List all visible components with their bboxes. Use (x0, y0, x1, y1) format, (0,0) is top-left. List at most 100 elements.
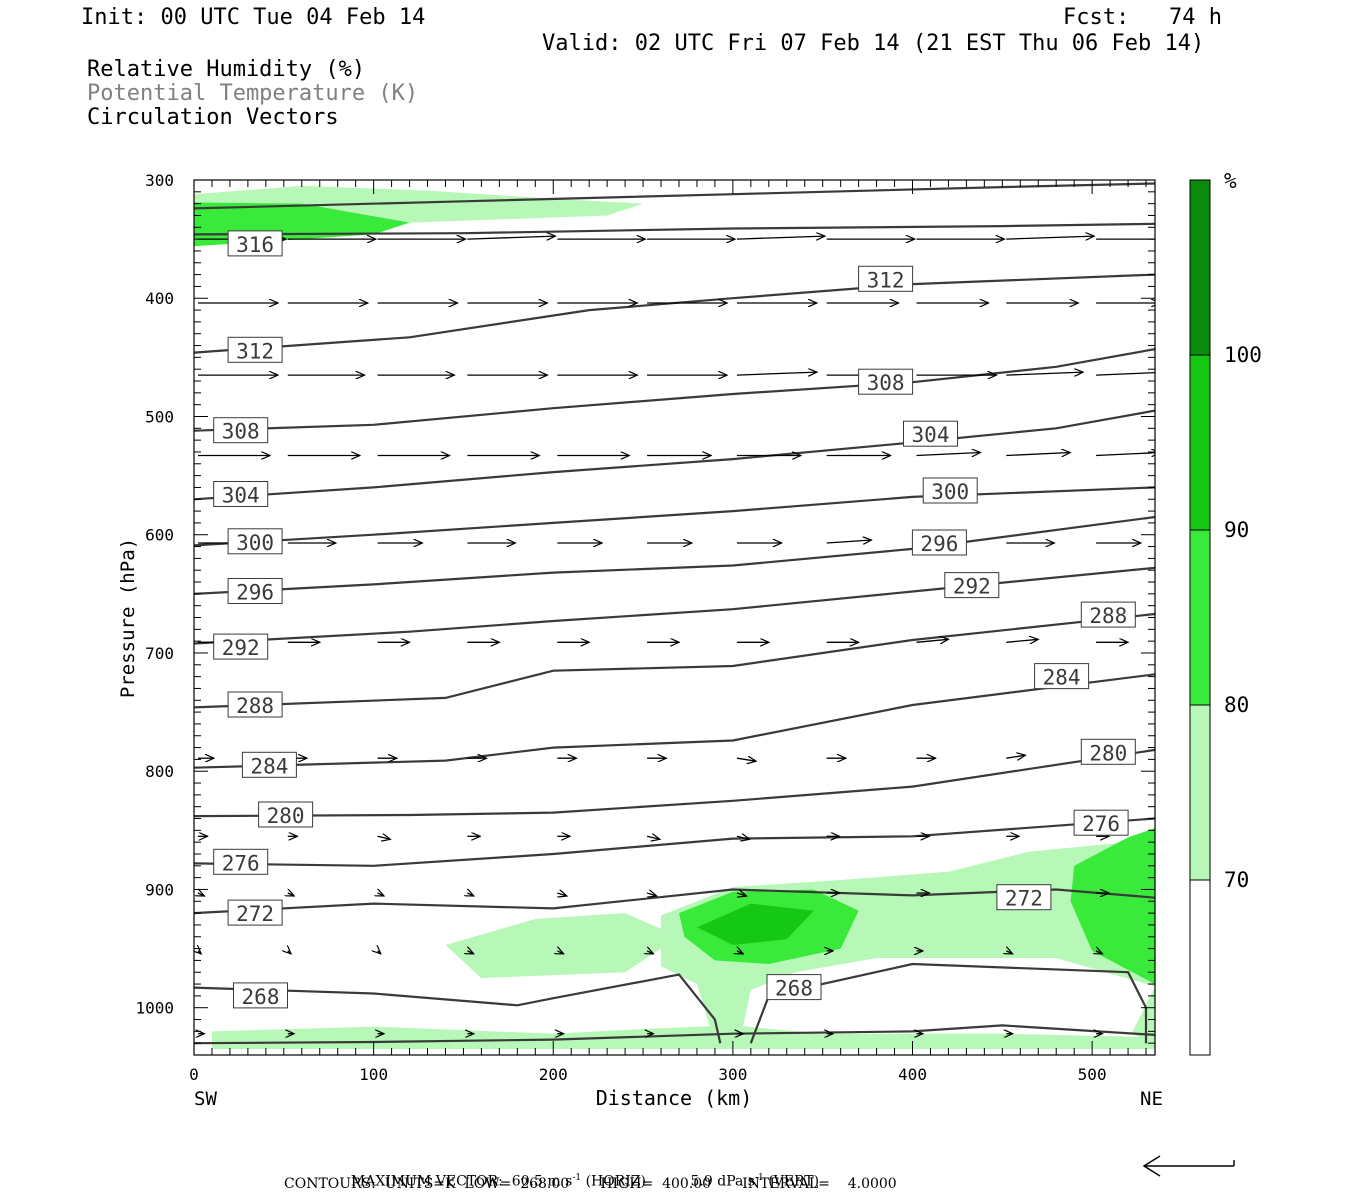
potential-temperature-contours (194, 182, 1155, 1045)
rh-region-5 (697, 903, 814, 945)
colorbar-swatch (1189, 529, 1211, 706)
contour-label-284: 284 (250, 754, 288, 778)
x-tick-label: 100 (359, 1065, 388, 1084)
contour-label-box (1080, 738, 1136, 765)
contour-label-box (227, 528, 283, 555)
circulation-vector (916, 453, 981, 456)
contour-label-276: 276 (1082, 812, 1120, 836)
contour-label-308: 308 (867, 371, 905, 395)
contour-label-272: 272 (1005, 887, 1043, 911)
theta-contour-320 (194, 182, 1155, 210)
contour-label-box (858, 368, 914, 395)
contour-label-284: 284 (1043, 666, 1081, 690)
circulation-vector (1096, 371, 1155, 376)
circulation-vector (288, 893, 294, 896)
rh-region-7 (212, 1025, 1155, 1050)
contour-label-box (227, 230, 283, 257)
circulation-vector (1006, 372, 1083, 375)
max-vector-label: MAXIMUM VECTOR: (350, 1173, 503, 1190)
contour-label-292: 292 (222, 636, 260, 660)
contour-label-288: 288 (236, 694, 274, 718)
theta-contour-288 (194, 612, 1155, 709)
contour-label-box (213, 848, 269, 875)
circulation-vector (1006, 755, 1025, 758)
circulation-vector (646, 836, 660, 839)
contour-label-308: 308 (222, 420, 260, 444)
circulation-vector (736, 836, 750, 839)
y-tick-label: 400 (145, 289, 174, 308)
contour-label-box (213, 417, 269, 444)
contour-label-304: 304 (222, 484, 260, 508)
contour-label-box (1080, 601, 1136, 628)
theta-contour-280 (194, 748, 1155, 818)
circulation-vector (826, 540, 872, 543)
circulation-vector (378, 893, 384, 896)
circulation-vector (557, 893, 567, 896)
theta-contour-316 (194, 222, 1155, 236)
max-vert-tail: (VERT) (768, 1173, 820, 1190)
theta-contour-284 (194, 673, 1155, 769)
contour-label-box (911, 529, 967, 556)
circulation-vector (467, 236, 555, 239)
circulation-vector (1096, 951, 1102, 954)
circulation-vector (467, 893, 473, 896)
x-tick-label: 0 (189, 1065, 199, 1084)
contour-label-box (858, 265, 914, 292)
contour-label-box (227, 899, 283, 926)
contour-labels: 316 312 312 308 308 304 304 300 300 296 296 292 292 2… (213, 230, 1136, 1009)
theta-contour-268 (194, 973, 722, 1044)
colorbar-swatch (1189, 879, 1211, 1056)
circulation-vector (198, 893, 204, 896)
circulation-vector (736, 893, 747, 896)
theta-contour-292 (194, 566, 1155, 645)
y-tick-label: 800 (145, 762, 174, 781)
max-horiz-unit-exp: -1 (572, 1173, 582, 1183)
contour-label-288: 288 (1089, 604, 1127, 628)
contour-label-292: 292 (953, 575, 991, 599)
max-horiz-tail: (HORIZ) (585, 1173, 646, 1190)
circulation-vector (647, 951, 653, 954)
circulation-vector (557, 951, 563, 954)
colorbar-swatch (1189, 354, 1211, 531)
legend-theta: Potential Temperature (K) (87, 81, 419, 106)
legend-rh: Relative Humidity (%) (87, 57, 366, 82)
x-tick-label: 200 (539, 1065, 568, 1084)
theta-contour-308 (194, 348, 1155, 432)
forecast-hour: Fcst: 74 h (1063, 5, 1222, 30)
circulation-vector (1006, 453, 1070, 456)
theta-contour-268 (749, 962, 1148, 1044)
circulation-vector (467, 951, 473, 954)
contour-label-box (233, 982, 288, 1009)
circulation-vector (288, 951, 291, 954)
contour-label-268: 268 (775, 977, 813, 1001)
init-time: Init: 00 UTC Tue 04 Feb 14 (81, 5, 426, 30)
contour-label-box (227, 691, 283, 718)
circulation-vector (736, 372, 817, 375)
contour-label-box (241, 751, 297, 778)
contour-label-300: 300 (236, 531, 274, 555)
y-tick-label: 900 (145, 880, 174, 899)
rh-region-6 (1070, 828, 1155, 985)
contour-label-box (227, 336, 283, 363)
legend-vectors: Circulation Vectors (87, 105, 339, 130)
contour-label-312: 312 (236, 339, 274, 363)
circulation-vector (378, 951, 381, 954)
colorbar-label: 100 (1224, 343, 1262, 367)
circulation-vector (916, 639, 949, 642)
x-tick-label: 300 (718, 1065, 747, 1084)
colorbar: 70 80 90 100% (1189, 169, 1262, 1056)
x-left-endpoint: SW (194, 1088, 217, 1110)
relative-humidity-fill (194, 185, 1155, 1050)
x-tick-label: 500 (1078, 1065, 1107, 1084)
valid-time: Valid: 02 UTC Fri 07 Feb 14 (21 EST Thu … (542, 31, 1205, 56)
theta-contour-312 (194, 273, 1155, 354)
y-tick-label: 700 (145, 644, 174, 663)
circulation-vector (1096, 453, 1155, 456)
contour-label-280: 280 (1089, 741, 1127, 765)
colorbar-label: 70 (1224, 868, 1249, 892)
circulation-vector (737, 951, 743, 954)
contour-label-box (1073, 809, 1129, 836)
y-axis-label: Pressure (hPa) (117, 538, 139, 698)
contour-label-box (944, 572, 1000, 599)
